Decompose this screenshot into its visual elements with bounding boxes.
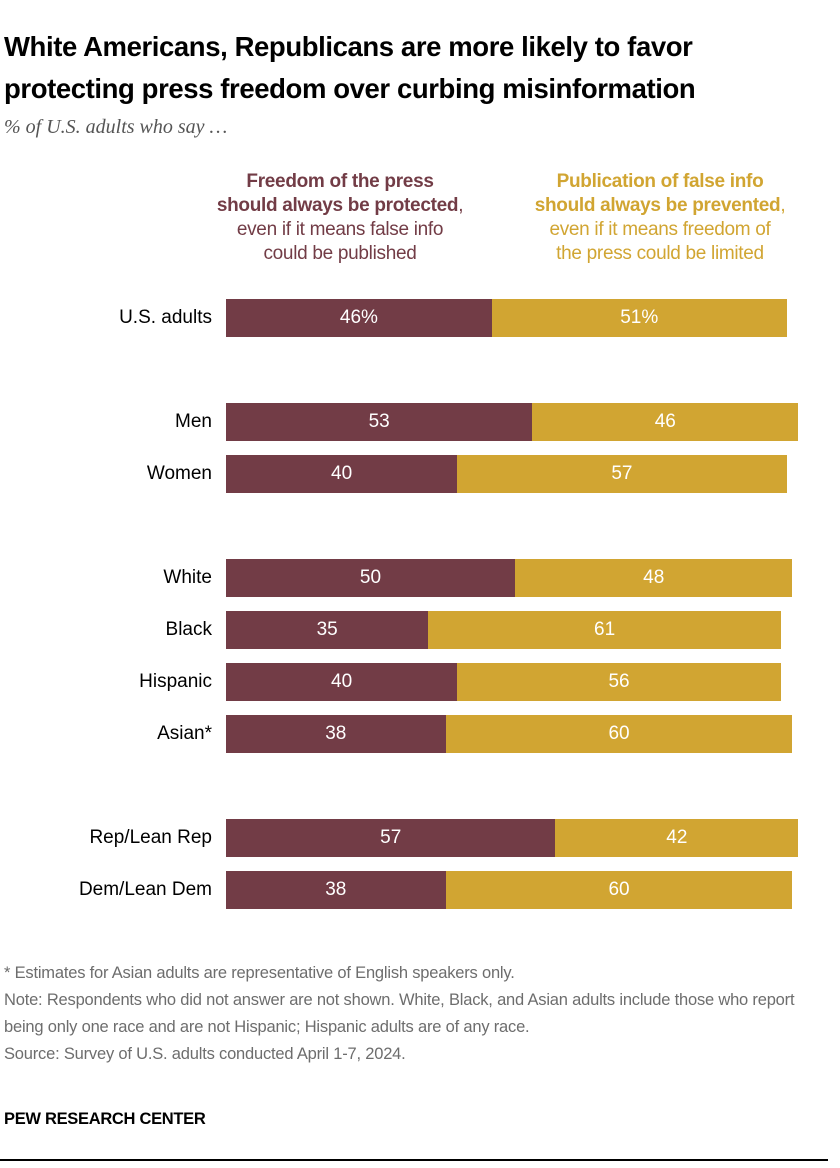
- data-label: 61: [594, 619, 616, 640]
- legend-bold-2: should always be protected: [216, 195, 459, 216]
- legend-rest-1: even if it means false info: [236, 219, 444, 240]
- bar-press-freedom: 35: [226, 611, 429, 649]
- legend-rest-2: could be published: [263, 243, 417, 264]
- bar-prevent-false-info: 61: [428, 611, 781, 649]
- data-label: 35: [316, 619, 338, 640]
- note: Note: Respondents who did not answer are…: [4, 991, 795, 1036]
- category-label: Dem/Lean Dem: [78, 879, 212, 900]
- bar-prevent-false-info: 51%: [491, 299, 787, 337]
- category-label: Asian*: [157, 723, 212, 744]
- legend-rest-1: even if it means freedom of: [549, 219, 771, 240]
- data-label: 46%: [339, 307, 378, 328]
- bar-press-freedom: 46%: [226, 299, 492, 337]
- category-label: Women: [146, 463, 212, 484]
- bar-prevent-false-info: 60: [445, 871, 793, 909]
- brand-logo-text: PEW RESEARCH CENTER: [4, 1110, 206, 1128]
- asterisk-note: * Estimates for Asian adults are represe…: [4, 964, 515, 982]
- bar-prevent-false-info: 48: [515, 559, 793, 597]
- category-label: U.S. adults: [119, 307, 212, 328]
- legend-bold-2: should always be prevented: [534, 195, 781, 216]
- bar-press-freedom: 38: [226, 715, 446, 753]
- source-note: Source: Survey of U.S. adults conducted …: [4, 1045, 406, 1063]
- bar-prevent-false-info: 46: [532, 403, 799, 441]
- category-label: White: [163, 567, 212, 588]
- footnotes: * Estimates for Asian adults are represe…: [4, 960, 834, 1068]
- bottom-rule: [0, 1159, 828, 1161]
- legend-prevent-false-info: Publication of false info should always …: [534, 171, 786, 264]
- title-line-1: White Americans, Republicans are more li…: [4, 31, 693, 62]
- data-label: 57: [611, 463, 633, 484]
- data-label: 46: [654, 411, 676, 432]
- chart-title: White Americans, Republicans are more li…: [4, 26, 834, 110]
- bar-press-freedom: 40: [226, 455, 458, 493]
- data-label: 40: [331, 463, 353, 484]
- bar-press-freedom: 57: [226, 819, 556, 857]
- bar-press-freedom: 40: [226, 663, 458, 701]
- legend-press-freedom: Freedom of the press should always be pr…: [216, 171, 464, 264]
- bar-press-freedom: 50: [226, 559, 515, 597]
- data-label: 60: [608, 879, 630, 900]
- category-label: Men: [175, 411, 212, 432]
- bar-prevent-false-info: 56: [457, 663, 781, 701]
- legend-rest-2: the press could be limited: [556, 243, 764, 264]
- bar-press-freedom: 53: [226, 403, 533, 441]
- data-label: 40: [331, 671, 353, 692]
- data-label: 57: [380, 827, 402, 848]
- data-label: 51%: [620, 307, 659, 328]
- data-label: 38: [325, 879, 347, 900]
- category-label: Hispanic: [139, 671, 212, 692]
- data-label: 38: [325, 723, 347, 744]
- data-label: 60: [608, 723, 630, 744]
- chart-subtitle: % of U.S. adults who say …: [4, 116, 228, 138]
- data-label: 50: [359, 567, 382, 588]
- bar-prevent-false-info: 57: [457, 455, 787, 493]
- data-label: 48: [643, 567, 665, 588]
- data-label: 56: [608, 671, 630, 692]
- title-line-2: protecting press freedom over curbing mi…: [4, 73, 696, 104]
- data-label: 42: [666, 827, 688, 848]
- data-label: 53: [368, 411, 390, 432]
- bar-prevent-false-info: 60: [445, 715, 793, 753]
- legend-bold-1: Publication of false info: [556, 171, 764, 192]
- category-label: Black: [165, 619, 212, 640]
- category-label: Rep/Lean Rep: [89, 827, 212, 848]
- bar-press-freedom: 38: [226, 871, 446, 909]
- bar-prevent-false-info: 42: [555, 819, 799, 857]
- legend-bold-1: Freedom of the press: [246, 171, 434, 192]
